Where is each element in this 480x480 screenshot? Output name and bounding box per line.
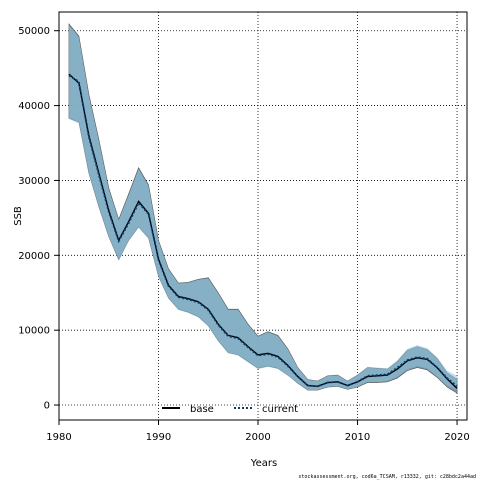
legend-label-current: current	[262, 404, 298, 415]
y-tick-label: 30000	[18, 176, 50, 187]
band-current	[68, 25, 458, 391]
y-tick-label: 10000	[18, 326, 50, 337]
y-axis-title: SSB	[13, 206, 24, 226]
x-tick-label: 1980	[46, 432, 71, 443]
plot-frame	[58, 11, 468, 421]
x-tick-label: 1990	[146, 432, 171, 443]
confidence-bands	[68, 23, 458, 394]
credit-text: stockassessment.org, cod6a_TCSAM, r13332…	[298, 474, 476, 480]
legend: base current	[162, 404, 298, 415]
x-tick-label: 2010	[345, 432, 370, 443]
x-tick-label: 2020	[444, 432, 469, 443]
y-tick-label: 20000	[18, 251, 50, 262]
series-lines	[68, 73, 458, 390]
x-axis-title: Years	[250, 458, 277, 469]
y-tick-label: 40000	[18, 101, 50, 112]
line-current	[68, 74, 458, 388]
axes: 1980 1990 2000 2010 2020 0 10000 20000 30000 4000…	[18, 26, 470, 443]
y-tick-label: 0	[44, 401, 50, 412]
legend-label-base: base	[190, 404, 214, 415]
y-tick-label: 50000	[18, 26, 50, 37]
x-tick-label: 2000	[245, 432, 270, 443]
